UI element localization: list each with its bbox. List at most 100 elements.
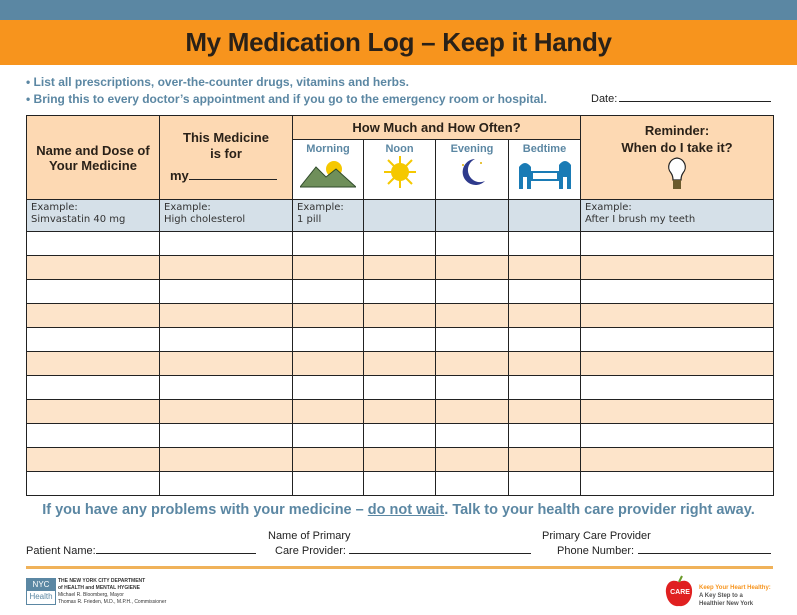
svg-text:CARE: CARE — [670, 589, 690, 596]
table-cell[interactable] — [292, 279, 364, 304]
warning-emphasis: do not wait — [367, 502, 445, 518]
table-cell[interactable] — [292, 327, 364, 352]
table-cell[interactable] — [363, 423, 436, 448]
table-cell[interactable] — [292, 255, 364, 280]
table-cell[interactable] — [159, 399, 293, 424]
table-cell[interactable] — [26, 423, 160, 448]
table-cell[interactable] — [435, 231, 509, 256]
table-cell[interactable] — [26, 255, 160, 280]
table-cell[interactable] — [507, 231, 582, 256]
table-cell[interactable] — [580, 327, 775, 352]
table-cell[interactable] — [26, 375, 160, 400]
date-field[interactable]: Date: — [591, 92, 772, 105]
table-cell[interactable] — [507, 399, 582, 424]
table-cell[interactable] — [159, 351, 293, 376]
table-cell[interactable] — [435, 375, 509, 400]
table-cell[interactable] — [507, 255, 582, 280]
table-cell[interactable] — [159, 471, 293, 496]
time-noon: Noon — [363, 139, 436, 200]
nyc-health-logo: NYC Health — [26, 578, 56, 605]
date-line[interactable] — [619, 92, 772, 102]
table-cell[interactable] — [292, 447, 364, 472]
table-cell[interactable] — [435, 399, 509, 424]
table-cell[interactable] — [507, 375, 582, 400]
top-band — [0, 0, 797, 20]
table-cell[interactable] — [435, 471, 509, 496]
header-name-dose: Name and Dose of Your Medicine — [26, 115, 160, 200]
table-row — [26, 231, 775, 256]
table-cell[interactable] — [507, 279, 582, 304]
example-morning: Example: 1 pill — [292, 199, 364, 232]
table-cell[interactable] — [363, 303, 436, 328]
example-reminder: Example: After I brush my teeth — [580, 199, 775, 232]
table-cell[interactable] — [580, 279, 775, 304]
table-cell[interactable] — [292, 375, 364, 400]
table-cell[interactable] — [580, 375, 775, 400]
table-cell[interactable] — [159, 327, 293, 352]
table-cell[interactable] — [363, 375, 436, 400]
example-bedtime — [507, 199, 582, 232]
table-cell[interactable] — [507, 423, 582, 448]
table-cell[interactable] — [26, 351, 160, 376]
table-cell[interactable] — [435, 255, 509, 280]
header-for-2: is for — [210, 146, 242, 161]
table-cell[interactable] — [159, 231, 293, 256]
table-cell[interactable] — [159, 423, 293, 448]
table-cell[interactable] — [363, 231, 436, 256]
table-cell[interactable] — [580, 303, 775, 328]
table-cell[interactable] — [159, 447, 293, 472]
table-cell[interactable] — [435, 447, 509, 472]
table-row — [26, 351, 775, 376]
table-cell[interactable] — [292, 231, 364, 256]
table-cell[interactable] — [363, 447, 436, 472]
table-cell[interactable] — [580, 447, 775, 472]
table-cell[interactable] — [580, 231, 775, 256]
table-cell[interactable] — [435, 351, 509, 376]
table-cell[interactable] — [507, 447, 582, 472]
table-cell[interactable] — [292, 351, 364, 376]
table-cell[interactable] — [292, 303, 364, 328]
table-cell[interactable] — [292, 423, 364, 448]
phone-number-field[interactable]: Phone Number: — [557, 544, 772, 557]
table-cell[interactable] — [363, 471, 436, 496]
date-label: Date: — [591, 93, 618, 105]
table-cell[interactable] — [363, 255, 436, 280]
time-evening: Evening — [435, 139, 509, 200]
table-cell[interactable] — [26, 303, 160, 328]
table-cell[interactable] — [26, 399, 160, 424]
table-cell[interactable] — [363, 327, 436, 352]
table-cell[interactable] — [507, 471, 582, 496]
instruction-1: • List all prescriptions, over-the-count… — [26, 75, 409, 89]
table-cell[interactable] — [159, 375, 293, 400]
moon-icon — [462, 159, 485, 185]
table-cell[interactable] — [363, 279, 436, 304]
table-cell[interactable] — [159, 255, 293, 280]
table-cell[interactable] — [435, 327, 509, 352]
table-cell[interactable] — [507, 351, 582, 376]
table-cell[interactable] — [435, 279, 509, 304]
table-cell[interactable] — [580, 351, 775, 376]
table-cell[interactable] — [580, 471, 775, 496]
header-medicine-for: This Medicine is for my — [159, 115, 293, 200]
table-cell[interactable] — [580, 399, 775, 424]
table-cell[interactable] — [580, 423, 775, 448]
table-cell[interactable] — [292, 471, 364, 496]
table-cell[interactable] — [507, 327, 582, 352]
table-cell[interactable] — [507, 303, 582, 328]
table-cell[interactable] — [26, 231, 160, 256]
table-cell[interactable] — [435, 303, 509, 328]
table-cell[interactable] — [292, 399, 364, 424]
table-cell[interactable] — [363, 351, 436, 376]
table-cell[interactable] — [159, 279, 293, 304]
table-cell[interactable] — [159, 303, 293, 328]
patient-name-field[interactable]: Patient Name: — [26, 544, 256, 557]
table-cell[interactable] — [363, 399, 436, 424]
provider-name-field[interactable]: Care Provider: — [275, 544, 531, 557]
table-cell[interactable] — [580, 255, 775, 280]
table-cell[interactable] — [26, 471, 160, 496]
table-cell[interactable] — [26, 447, 160, 472]
table-cell[interactable] — [435, 423, 509, 448]
table-cell[interactable] — [26, 279, 160, 304]
table-cell[interactable] — [26, 327, 160, 352]
